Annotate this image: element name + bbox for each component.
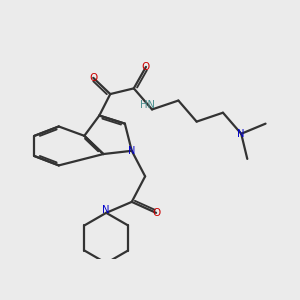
Text: N: N [238, 129, 245, 139]
Text: N: N [128, 146, 135, 156]
Text: O: O [89, 73, 98, 83]
Text: O: O [152, 208, 160, 218]
Text: HN: HN [140, 100, 155, 110]
Text: O: O [142, 62, 150, 72]
Text: N: N [103, 205, 110, 214]
